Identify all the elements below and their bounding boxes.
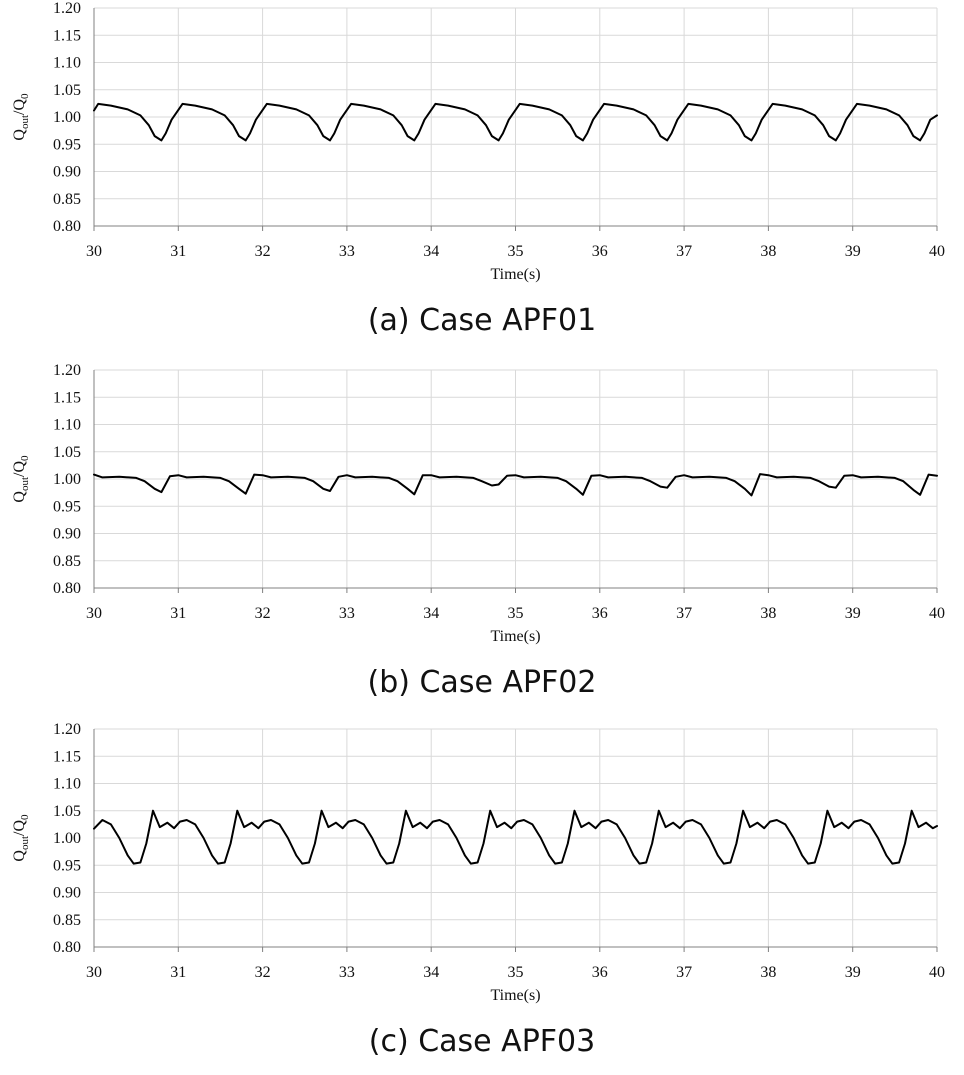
x-axis-label: Time(s): [490, 987, 540, 1004]
x-axis-label: Time(s): [490, 266, 540, 283]
y-axis-label: Qout/Q0: [11, 814, 31, 862]
x-tick-label: 40: [929, 964, 945, 981]
x-tick-label: 30: [86, 964, 102, 981]
y-label-sub2: 0: [19, 93, 31, 99]
y-label-slash: /: [11, 472, 28, 477]
x-tick-label: 36: [592, 964, 608, 981]
y-tick-label: 1.00: [53, 471, 81, 488]
y-tick-label: 0.80: [53, 218, 81, 235]
x-tick-label: 35: [508, 605, 524, 622]
x-tick-label: 36: [592, 605, 608, 622]
x-tick-label: 32: [255, 964, 271, 981]
y-tick-label: 1.15: [53, 389, 81, 406]
y-tick-label: 1.10: [53, 776, 81, 793]
y-tick-label: 1.05: [53, 444, 81, 461]
x-tick-label: 40: [929, 605, 945, 622]
x-tick-label: 34: [423, 964, 439, 981]
x-tick-label: 35: [508, 964, 524, 981]
y-tick-label: 0.90: [53, 885, 81, 902]
y-tick-label: 0.85: [53, 912, 81, 929]
grid: [93, 728, 938, 948]
x-tick-label: 39: [845, 964, 861, 981]
x-tick-label: 39: [845, 605, 861, 622]
x-tick-label: 39: [845, 243, 861, 260]
y-tick-label: 1.05: [53, 82, 81, 99]
x-tick-label: 31: [170, 964, 186, 981]
chart-panel-c: 0.80 0.85 0.90 0.95 1.00 1.05 1.10 1.15 1.20 30 31…: [0, 721, 964, 1075]
y-tick-label: 0.85: [53, 191, 81, 208]
y-label-sub1: out: [19, 477, 31, 491]
x-tick-label: 38: [760, 605, 776, 622]
series-line: [93, 473, 938, 497]
y-tick-label: 1.10: [53, 55, 81, 72]
grid: [93, 7, 938, 227]
x-tick-label: 34: [423, 243, 439, 260]
x-tick-label: 37: [676, 243, 692, 260]
x-tick-label: 32: [255, 243, 271, 260]
chart-b: 0.80 0.85 0.90 0.95 1.00 1.05 1.10 1.15 1.20 30 31…: [11, 362, 945, 645]
x-tick-label: 35: [508, 243, 524, 260]
y-axis-label: Qout/Q0: [11, 93, 31, 141]
x-tick-label: 32: [255, 605, 271, 622]
x-tick-label: 31: [170, 243, 186, 260]
x-tick-label: 33: [339, 605, 355, 622]
x-tick-label: 34: [423, 605, 439, 622]
y-tick-label: 0.95: [53, 136, 81, 153]
chart-c: 0.80 0.85 0.90 0.95 1.00 1.05 1.10 1.15 1.20 30 31…: [11, 721, 945, 1004]
y-label-slash: /: [11, 831, 28, 836]
y-label-base1: Q: [11, 850, 28, 862]
y-tick-label: 1.20: [53, 721, 81, 738]
x-tick-label: 38: [760, 964, 776, 981]
y-label-base1: Q: [11, 129, 28, 141]
y-tick-label: 1.20: [53, 0, 81, 17]
y-tick-label: 1.10: [53, 417, 81, 434]
y-label-base2: Q: [11, 460, 28, 472]
y-tick-label: 0.90: [53, 526, 81, 543]
chart-caption-b: (b) Case APF02: [367, 665, 597, 700]
y-tick-label: 1.20: [53, 362, 81, 379]
y-label-base2: Q: [11, 819, 28, 831]
y-tick-label: 0.95: [53, 498, 81, 515]
x-tick-label: 38: [760, 243, 776, 260]
x-tick-label: 40: [929, 243, 945, 260]
chart-a: 0.80 0.85 0.90 0.95 1.00 1.05 1.10 1.15 1.20 30 31…: [11, 0, 945, 283]
y-tick-label: 0.90: [53, 164, 81, 181]
y-label-base2: Q: [11, 98, 28, 110]
y-label-sub2: 0: [19, 455, 31, 461]
chart-panel-a: 0.80 0.85 0.90 0.95 1.00 1.05 1.10 1.15 1.20 30 31…: [0, 0, 964, 354]
x-tick-label: 30: [86, 243, 102, 260]
x-tick-label: 31: [170, 605, 186, 622]
y-tick-label: 0.80: [53, 939, 81, 956]
x-tick-label: 33: [339, 964, 355, 981]
chart-panel-b: 0.80 0.85 0.90 0.95 1.00 1.05 1.10 1.15 1.20 30 31…: [0, 362, 964, 716]
y-label-slash: /: [11, 110, 28, 115]
y-tick-label: 1.00: [53, 830, 81, 847]
x-tick-label: 30: [86, 605, 102, 622]
y-label-sub1: out: [19, 115, 31, 129]
x-axis-label: Time(s): [490, 628, 540, 645]
series-line: [93, 102, 938, 142]
y-tick-label: 0.95: [53, 857, 81, 874]
y-axis-label: Qout/Q0: [11, 455, 31, 503]
grid: [93, 369, 938, 589]
y-tick-label: 1.15: [53, 748, 81, 765]
y-label-sub2: 0: [19, 814, 31, 820]
x-tick-label: 36: [592, 243, 608, 260]
chart-caption-c: (c) Case APF03: [368, 1024, 596, 1059]
x-tick-label: 33: [339, 243, 355, 260]
y-tick-label: 1.00: [53, 109, 81, 126]
x-tick-label: 37: [676, 605, 692, 622]
y-label-sub1: out: [19, 836, 31, 850]
y-tick-label: 1.15: [53, 27, 81, 44]
series-line: [93, 809, 938, 865]
x-tick-label: 37: [676, 964, 692, 981]
y-tick-label: 0.80: [53, 580, 81, 597]
y-tick-label: 0.85: [53, 553, 81, 570]
y-label-base1: Q: [11, 491, 28, 503]
y-tick-label: 1.05: [53, 803, 81, 820]
chart-caption-a: (a) Case APF01: [367, 303, 597, 338]
